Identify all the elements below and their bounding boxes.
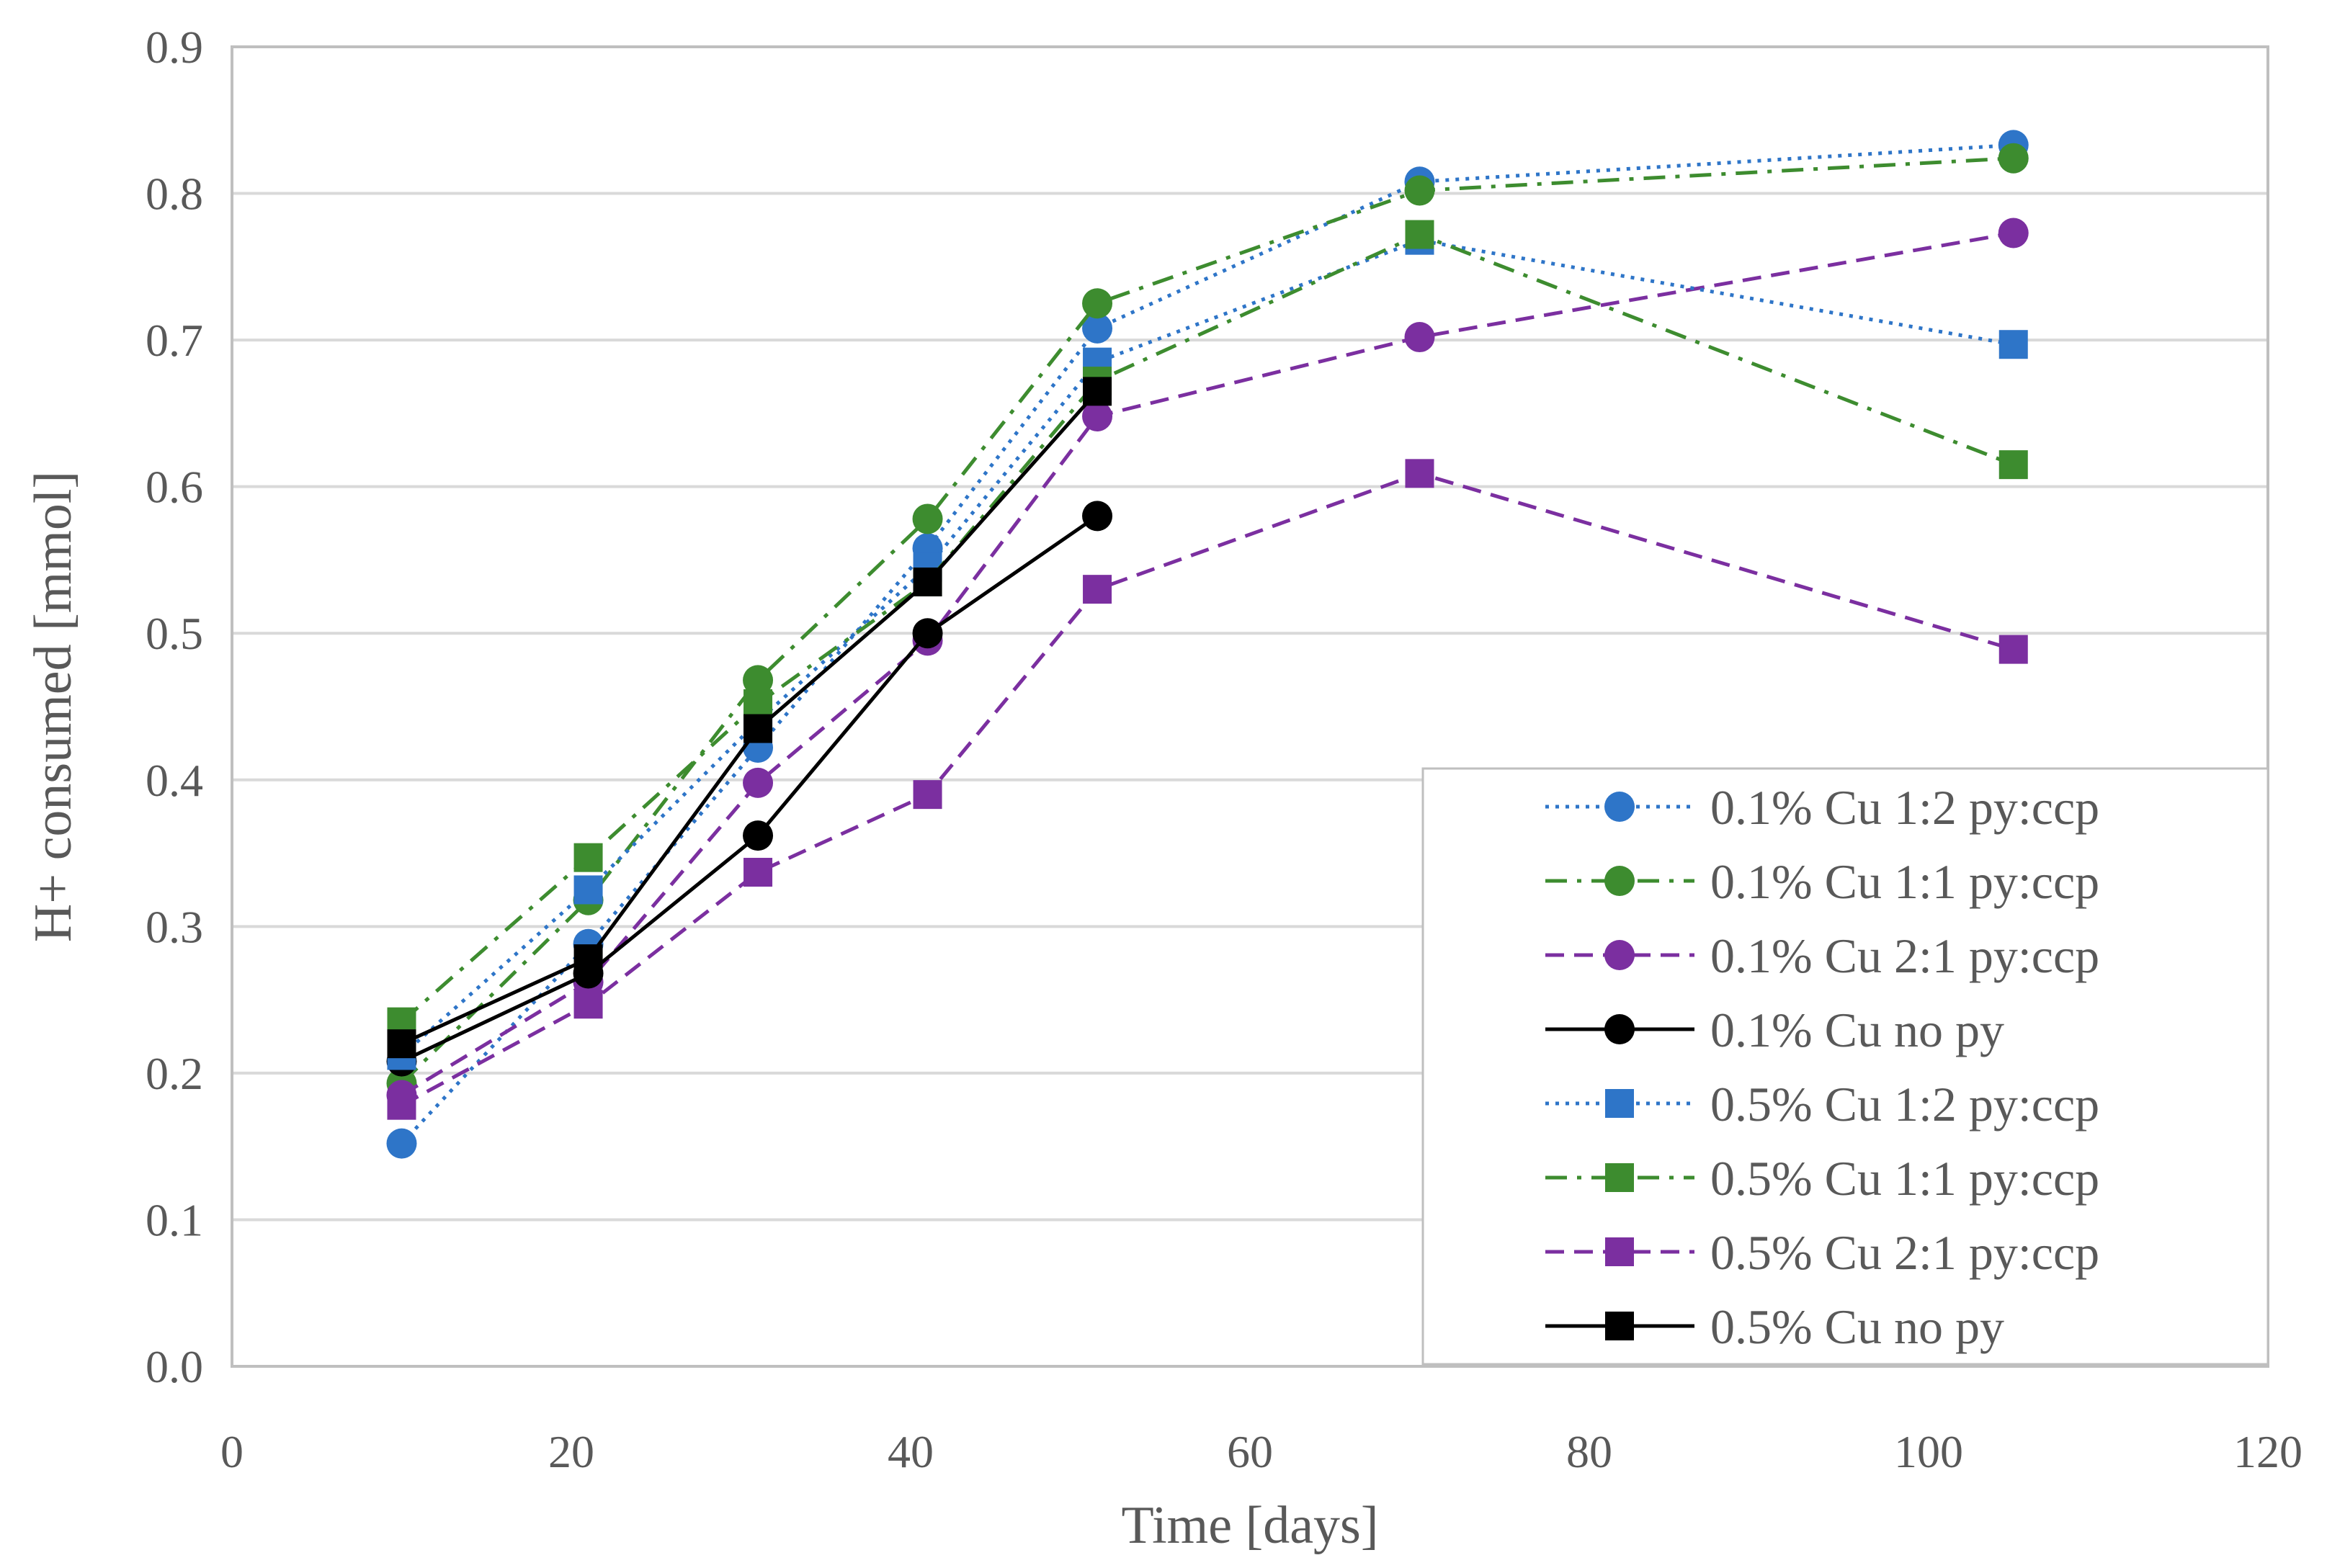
- series-7-point-7: [1998, 635, 2028, 664]
- series-7-point-3: [743, 858, 773, 887]
- legend-entry-8: 0.5% Cu no py: [1545, 1299, 2004, 1354]
- legend-swatch-marker-1: [1604, 792, 1635, 822]
- y-tick-label-6: 0.6: [146, 462, 203, 513]
- series-2-point-6: [1404, 175, 1435, 206]
- legend-label-2: 0.1% Cu 1:1 py:ccp: [1710, 854, 2099, 909]
- series-2-point-4: [912, 503, 943, 534]
- y-axis-ticks: 0.0 0.1 0.2 0.3 0.4 0.5 0.6 0.7 0.8 0.9: [146, 22, 203, 1392]
- legend-label-6: 0.5% Cu 1:1 py:ccp: [1710, 1151, 2099, 1206]
- series-2-point-5: [1082, 288, 1113, 319]
- series-group: [386, 130, 2029, 1159]
- series-4-point-5: [1082, 501, 1113, 532]
- series-8-point-2: [573, 944, 603, 974]
- y-axis-title: H+ consumed [mmol]: [24, 471, 83, 942]
- series-7-point-6: [1405, 459, 1434, 488]
- series-2-point-3: [743, 665, 774, 696]
- legend-swatch-marker-4: [1604, 1014, 1635, 1044]
- series-3-point-3: [743, 767, 774, 798]
- x-axis-ticks: 0 20 40 60 80 100 120: [220, 1426, 2303, 1477]
- legend-swatch-marker-8: [1605, 1312, 1634, 1340]
- y-tick-label-8: 0.8: [146, 169, 203, 220]
- x-tick-label-1: 20: [548, 1426, 594, 1477]
- legend: 0.1% Cu 1:2 py:ccp 0.1% Cu 1:1 py:ccp 0.1%…: [1421, 767, 2269, 1366]
- legend-label-3: 0.1% Cu 2:1 py:ccp: [1710, 928, 2099, 983]
- y-tick-label-1: 0.1: [146, 1194, 203, 1245]
- legend-label-1: 0.1% Cu 1:2 py:ccp: [1710, 780, 2099, 835]
- y-tick-label-4: 0.4: [146, 755, 203, 806]
- legend-swatch-marker-5: [1605, 1089, 1634, 1118]
- y-tick-label-9: 0.9: [146, 22, 203, 73]
- legend-label-8: 0.5% Cu no py: [1710, 1299, 2004, 1354]
- series-3-point-5: [1082, 400, 1113, 431]
- series-8: [387, 377, 1112, 1059]
- series-7-point-5: [1083, 575, 1112, 604]
- series-3-point-6: [1404, 322, 1435, 353]
- legend-label-7: 0.5% Cu 2:1 py:ccp: [1710, 1225, 2099, 1280]
- x-tick-label-2: 40: [888, 1426, 934, 1477]
- y-tick-label-5: 0.5: [146, 608, 203, 659]
- legend-swatch-marker-2: [1604, 866, 1635, 896]
- y-tick-label-7: 0.7: [146, 315, 203, 366]
- legend-swatch-marker-6: [1605, 1163, 1634, 1192]
- series-7-point-4: [913, 780, 942, 810]
- series-6-point-6: [1405, 220, 1434, 249]
- legend-entry-7: 0.5% Cu 2:1 py:ccp: [1545, 1225, 2099, 1280]
- x-tick-label-0: 0: [220, 1426, 244, 1477]
- legend-swatch-marker-7: [1605, 1237, 1634, 1266]
- x-axis-title: Time [days]: [1122, 1496, 1379, 1555]
- series-6-point-2: [573, 843, 603, 872]
- plot-area-border: [231, 45, 2269, 1368]
- legend-entry-3: 0.1% Cu 2:1 py:ccp: [1545, 928, 2099, 983]
- legend-label-4: 0.1% Cu no py: [1710, 1003, 2004, 1057]
- series-1-point-1: [386, 1128, 417, 1159]
- legend-items: 0.1% Cu 1:2 py:ccp 0.1% Cu 1:1 py:ccp 0.1%…: [1545, 780, 2099, 1354]
- series-6: [387, 220, 2028, 1036]
- x-tick-label-6: 120: [2233, 1426, 2303, 1477]
- series-7-point-1: [387, 1090, 416, 1120]
- y-tick-label-0: 0.0: [146, 1341, 203, 1392]
- series-7-point-2: [573, 990, 603, 1019]
- series-8-point-4: [913, 567, 942, 596]
- series-6-point-3: [743, 689, 773, 718]
- series-8-point-1: [387, 1029, 416, 1059]
- series-8-point-3: [743, 714, 773, 743]
- legend-entry-4: 0.1% Cu no py: [1545, 1003, 2004, 1057]
- x-tick-label-3: 60: [1227, 1426, 1273, 1477]
- legend-entry-2: 0.1% Cu 1:1 py:ccp: [1545, 854, 2099, 909]
- series-6-point-7: [1998, 450, 2028, 480]
- series-3-point-7: [1998, 218, 2029, 248]
- legend-entry-1: 0.1% Cu 1:2 py:ccp: [1545, 780, 2099, 835]
- y-tick-label-3: 0.3: [146, 901, 203, 952]
- legend-label-5: 0.5% Cu 1:2 py:ccp: [1710, 1077, 2099, 1132]
- x-tick-label-5: 100: [1894, 1426, 1963, 1477]
- series-2-point-7: [1998, 143, 2029, 174]
- series-1-point-5: [1082, 313, 1113, 344]
- x-tick-label-4: 80: [1566, 1426, 1612, 1477]
- series-5-point-2: [573, 875, 603, 905]
- y-tick-label-2: 0.2: [146, 1048, 203, 1099]
- legend-swatch-marker-3: [1604, 940, 1635, 970]
- legend-entry-5: 0.5% Cu 1:2 py:ccp: [1545, 1077, 2099, 1132]
- series-4-point-4: [912, 618, 943, 649]
- series-4-point-3: [743, 820, 774, 851]
- series-8-point-5: [1083, 377, 1112, 406]
- series-5-point-7: [1998, 330, 2028, 359]
- series-7: [387, 459, 2028, 1120]
- legend-entry-6: 0.5% Cu 1:1 py:ccp: [1545, 1151, 2099, 1206]
- legend-box: [1421, 767, 2269, 1366]
